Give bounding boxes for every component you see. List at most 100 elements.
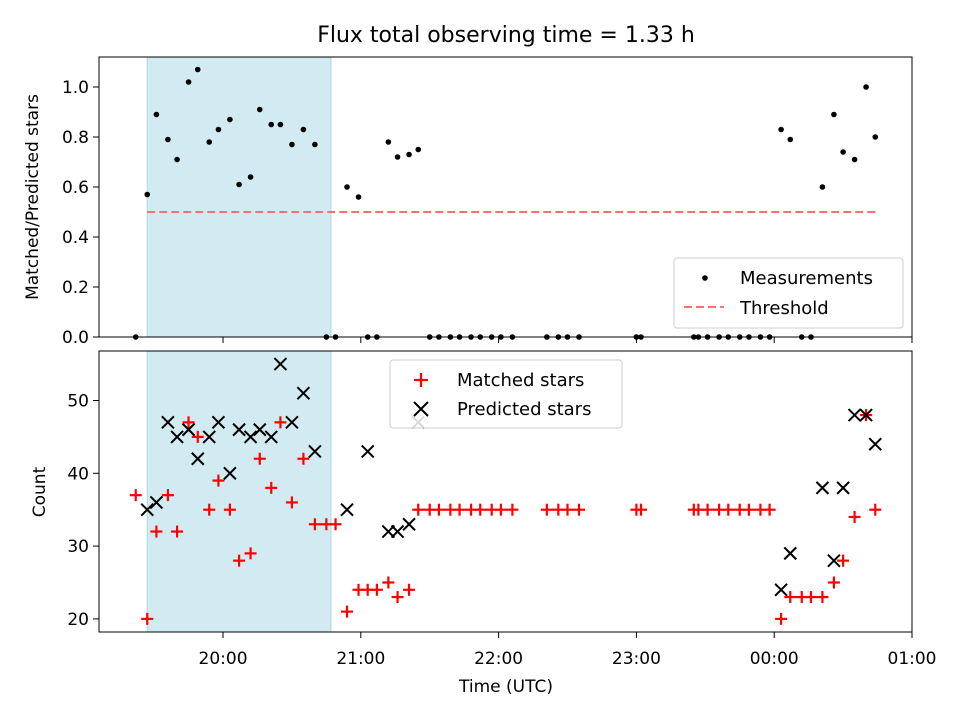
matched-star-point (297, 452, 310, 465)
matched-star-point (244, 547, 257, 560)
matched-legend-label: Matched stars (457, 370, 584, 391)
bottom-x-axis-label: Time (UTC) (458, 677, 553, 697)
matched-star-point (161, 489, 174, 502)
matched-star-point (308, 518, 321, 531)
matched-star-point (827, 576, 840, 589)
x-tick-label: 21:00 (336, 649, 385, 669)
predicted-star-point (296, 386, 311, 400)
y-tick-label: 0.0 (62, 328, 89, 348)
matched-star-point (141, 612, 154, 625)
predicted-star-point (232, 422, 246, 437)
matched-star-point (274, 416, 287, 429)
matched-star-point (848, 510, 861, 523)
matched-star-point (816, 591, 829, 604)
measurement-point (831, 111, 837, 118)
predicted-star-point (836, 481, 850, 495)
top-axes-frame (98, 56, 913, 338)
matched-star-point (223, 503, 236, 516)
matched-star-point (403, 583, 416, 596)
measurement-point (227, 116, 233, 123)
measurement-point (312, 141, 318, 148)
predicted-star-point (783, 546, 797, 561)
predicted-star-point (390, 524, 405, 539)
y-tick-label: 20 (67, 610, 89, 630)
predicted-star-point (243, 430, 258, 444)
x-tick-label: 01:00 (888, 649, 937, 669)
matched-star-point (837, 554, 850, 567)
measurement-point (406, 151, 412, 158)
bottom-y-ticks: 20 30 40 50 (67, 392, 99, 630)
measurement-point (206, 139, 213, 145)
predicted-star-point (847, 408, 862, 422)
measurement-point (185, 79, 192, 85)
predicted-star-point (402, 517, 416, 531)
top-legend-box (673, 257, 904, 329)
top-x-ticks (222, 337, 913, 343)
measurement-point (344, 184, 350, 190)
matched-star-point (635, 503, 647, 516)
matched-star-point (869, 503, 882, 516)
y-tick-label: 30 (67, 537, 89, 557)
measurement-point (851, 156, 858, 163)
y-tick-label: 0.8 (62, 128, 89, 148)
predicted-star-point (202, 430, 216, 444)
bottom-legend-box (389, 359, 623, 429)
predicted-star-point (191, 452, 205, 466)
measurement-point (165, 136, 171, 143)
matched-star-point (212, 474, 225, 487)
measurement-point (394, 154, 401, 160)
bottom-shaded-span (146, 351, 332, 632)
predicted-star-point (223, 466, 237, 481)
shaded-span-rect (147, 57, 331, 337)
matched-legend-marker (414, 373, 428, 387)
top-legend: Measurements Threshold (673, 257, 904, 329)
measurements-legend-label: Measurements (740, 268, 873, 289)
predicted-star-point (868, 437, 882, 451)
measurements-legend-marker (702, 275, 708, 281)
measurement-point (277, 121, 284, 128)
matched-star-point (701, 503, 714, 516)
matched-star-point (129, 489, 142, 502)
matched-star-point (540, 503, 553, 516)
bottom-x-ticks: 20:00 21:00 22:00 23:00 00:00 01:00 (199, 632, 937, 669)
matched-star-point (203, 503, 216, 516)
matched-star-point (763, 503, 776, 516)
matched-star-point (804, 591, 817, 604)
measurement-point (787, 136, 794, 143)
predicted-star-point (149, 495, 164, 510)
matched-star-point (233, 554, 246, 567)
predicted-star-point (170, 430, 184, 444)
top-points-layer (132, 66, 879, 340)
matched-star-point (742, 503, 755, 516)
measurement-point (247, 174, 254, 180)
bottom-axes-frame (98, 350, 913, 633)
measurement-point (144, 191, 151, 198)
matched-star-point (412, 503, 425, 516)
predicted-star-point (340, 502, 354, 517)
matched-star-point (370, 583, 383, 596)
y-tick-label: 0.2 (62, 278, 89, 298)
predicted-legend-marker (413, 401, 429, 417)
matched-star-point (171, 525, 184, 538)
bottom-legend: Matched stars Predicted stars (389, 359, 623, 429)
matched-star-point (722, 503, 735, 516)
matched-star-point (474, 503, 487, 516)
shaded-span-rect (147, 351, 331, 632)
y-tick-label: 50 (67, 392, 89, 412)
matched-star-point (572, 503, 585, 516)
matched-star-point (506, 503, 519, 516)
predicted-star-point (360, 444, 375, 459)
predicted-star-point (285, 415, 299, 430)
matched-star-point (494, 503, 507, 516)
measurement-point (355, 194, 362, 200)
x-tick-label: 23:00 (612, 649, 661, 669)
predicted-star-point (273, 357, 288, 371)
predicted-star-point (181, 422, 196, 437)
matched-star-point (265, 481, 278, 494)
predicted-star-point (308, 444, 322, 459)
predicted-star-point (253, 422, 267, 437)
bottom-y-axis-label: Count (30, 466, 50, 517)
matched-star-point (329, 518, 342, 531)
matched-star-point (775, 612, 788, 625)
